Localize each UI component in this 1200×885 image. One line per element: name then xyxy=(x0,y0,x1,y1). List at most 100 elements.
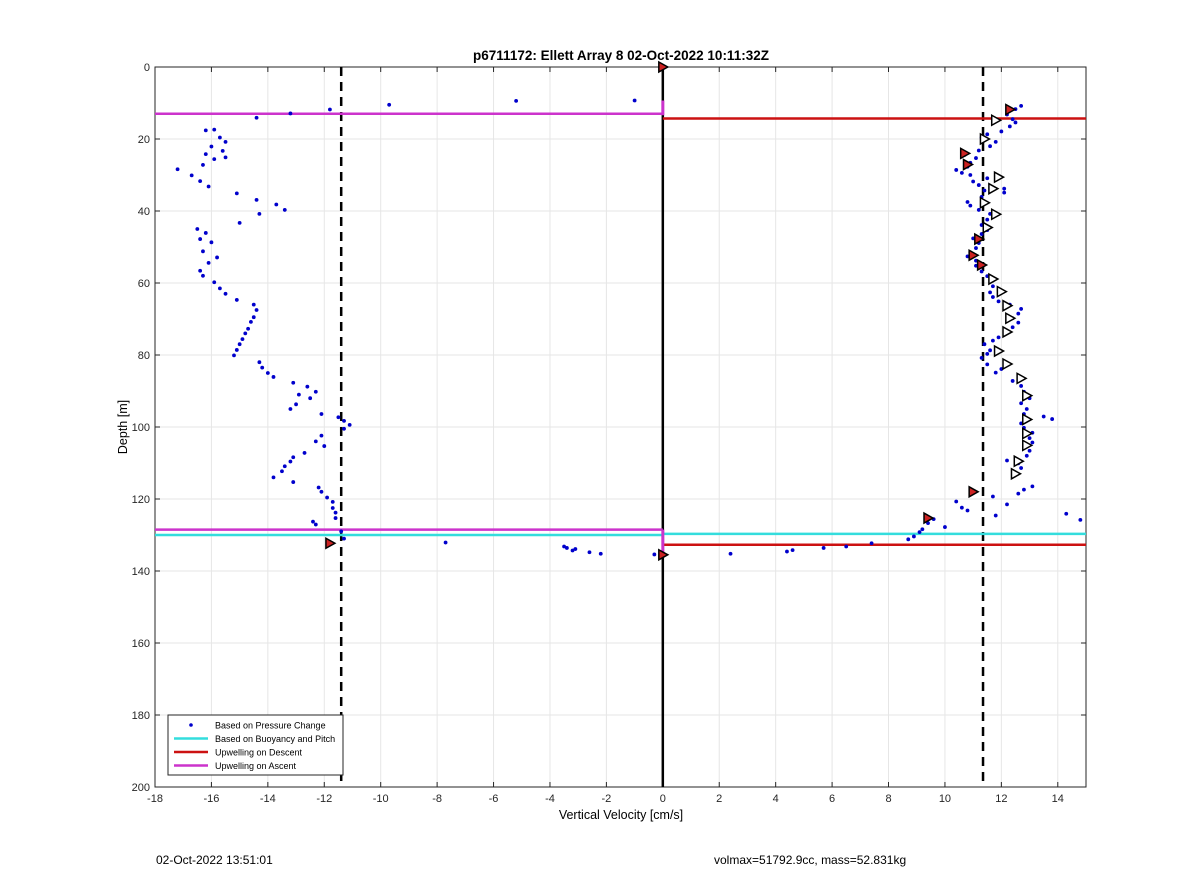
pressure-point xyxy=(291,380,296,385)
y-tick-label: 100 xyxy=(132,422,150,434)
pressure-point xyxy=(313,522,318,527)
open-triangle-marker xyxy=(990,114,1003,127)
pressure-point xyxy=(319,433,324,438)
x-tick-label: -2 xyxy=(602,793,612,805)
pressure-point xyxy=(302,451,307,455)
pressure-point xyxy=(288,111,293,116)
open-triangle-marker xyxy=(993,344,1006,358)
pressure-point xyxy=(1030,440,1035,445)
pressure-point xyxy=(282,464,287,469)
y-tick-label: 160 xyxy=(132,638,150,650)
solid-triangle-marker xyxy=(968,249,980,262)
pressure-point xyxy=(728,551,733,556)
pressure-point xyxy=(175,167,180,172)
pressure-point xyxy=(1050,417,1055,421)
legend-label: Upwelling on Descent xyxy=(215,748,303,758)
pressure-point xyxy=(316,485,321,490)
y-tick-label: 180 xyxy=(132,710,150,722)
pressure-point xyxy=(844,544,849,549)
pressure-point xyxy=(257,360,262,365)
pressure-point xyxy=(203,152,208,157)
pressure-point xyxy=(209,240,214,245)
y-tick-label: 200 xyxy=(132,782,150,794)
pressure-point xyxy=(237,220,242,225)
legend-label: Based on Buoyancy and Pitch xyxy=(215,734,335,744)
open-triangle-marker xyxy=(1022,427,1034,440)
pressure-point xyxy=(974,246,978,250)
pressure-point xyxy=(564,546,569,550)
x-tick-label: -14 xyxy=(260,793,276,805)
pressure-point xyxy=(1078,517,1083,522)
pressure-point xyxy=(988,348,992,353)
y-tick-label: 0 xyxy=(144,62,150,74)
pressure-point xyxy=(232,353,236,358)
pressure-point xyxy=(982,188,987,193)
legend: Based on Pressure Change Based on Buoyanc… xyxy=(167,714,344,776)
pressure-point xyxy=(333,510,338,515)
x-tick-label: -10 xyxy=(373,793,389,805)
pressure-point xyxy=(562,544,566,549)
grid-lines xyxy=(154,66,1086,788)
solid-triangle-marker xyxy=(968,485,980,499)
pressure-point xyxy=(1002,190,1007,195)
open-triangle-marker xyxy=(979,132,991,146)
open-triangle-marker xyxy=(1022,439,1034,452)
pressure-point xyxy=(1007,124,1012,129)
pressure-point xyxy=(243,331,248,336)
footer-timestamp: 02-Oct-2022 13:51:01 xyxy=(156,853,273,867)
pressure-point xyxy=(217,286,222,291)
pressure-point xyxy=(985,217,990,222)
legend-label: Upwelling on Ascent xyxy=(215,761,297,771)
x-tick-label: 12 xyxy=(995,793,1007,805)
open-triangle-marker xyxy=(988,182,1000,195)
pressure-point xyxy=(280,469,284,474)
legend-label: Based on Pressure Change xyxy=(215,721,326,731)
pressure-point xyxy=(291,455,296,460)
open-triangle-marker xyxy=(996,285,1008,298)
reference-lines xyxy=(155,67,1086,787)
pressure-point xyxy=(234,348,239,352)
pressure-point xyxy=(330,506,335,510)
y-tick-label: 20 xyxy=(138,134,150,146)
pressure-point xyxy=(598,551,603,556)
pressure-point xyxy=(988,290,992,295)
pressure-point xyxy=(333,516,338,520)
pressure-point xyxy=(240,337,245,342)
pressure-point xyxy=(1016,311,1021,316)
pressure-point xyxy=(288,459,293,464)
pressure-point xyxy=(985,352,990,356)
pressure-point xyxy=(1013,120,1018,125)
pressure-point xyxy=(311,519,315,524)
pressure-point xyxy=(1016,491,1021,496)
pressure-point xyxy=(991,284,995,289)
pressure-point xyxy=(1019,466,1024,470)
pressure-point xyxy=(959,170,964,175)
pressure-point xyxy=(979,355,984,360)
x-axis-label: Vertical Velocity [cm/s] xyxy=(559,808,683,822)
pressure-point xyxy=(954,168,959,172)
solid-triangle-marker xyxy=(1005,103,1017,116)
pressure-point xyxy=(198,179,203,184)
pressure-point xyxy=(991,295,995,299)
pressure-point xyxy=(305,384,310,389)
pressure-point xyxy=(282,208,287,212)
pressure-point xyxy=(347,422,352,427)
pressure-point xyxy=(993,370,998,375)
open-triangle-marker xyxy=(1010,467,1023,481)
open-triangle-marker xyxy=(988,272,1000,286)
pressure-point xyxy=(328,107,332,112)
pressure-point xyxy=(985,362,990,367)
pressure-point xyxy=(217,135,222,140)
pressure-point xyxy=(198,237,203,241)
x-tick-label: 4 xyxy=(773,793,779,805)
x-tick-label: -16 xyxy=(203,793,219,805)
solid-triangle-marker xyxy=(923,511,935,525)
pressure-point xyxy=(234,191,239,196)
pressure-point xyxy=(1005,458,1009,463)
pressure-point xyxy=(209,144,214,149)
profile-markers xyxy=(325,60,1034,562)
pressure-point xyxy=(632,98,637,103)
pressure-point xyxy=(971,179,976,184)
solid-triangle-marker xyxy=(658,548,670,562)
pressure-point xyxy=(1016,320,1021,325)
